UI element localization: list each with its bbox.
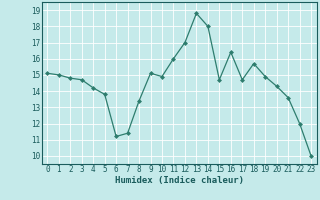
X-axis label: Humidex (Indice chaleur): Humidex (Indice chaleur): [115, 176, 244, 185]
